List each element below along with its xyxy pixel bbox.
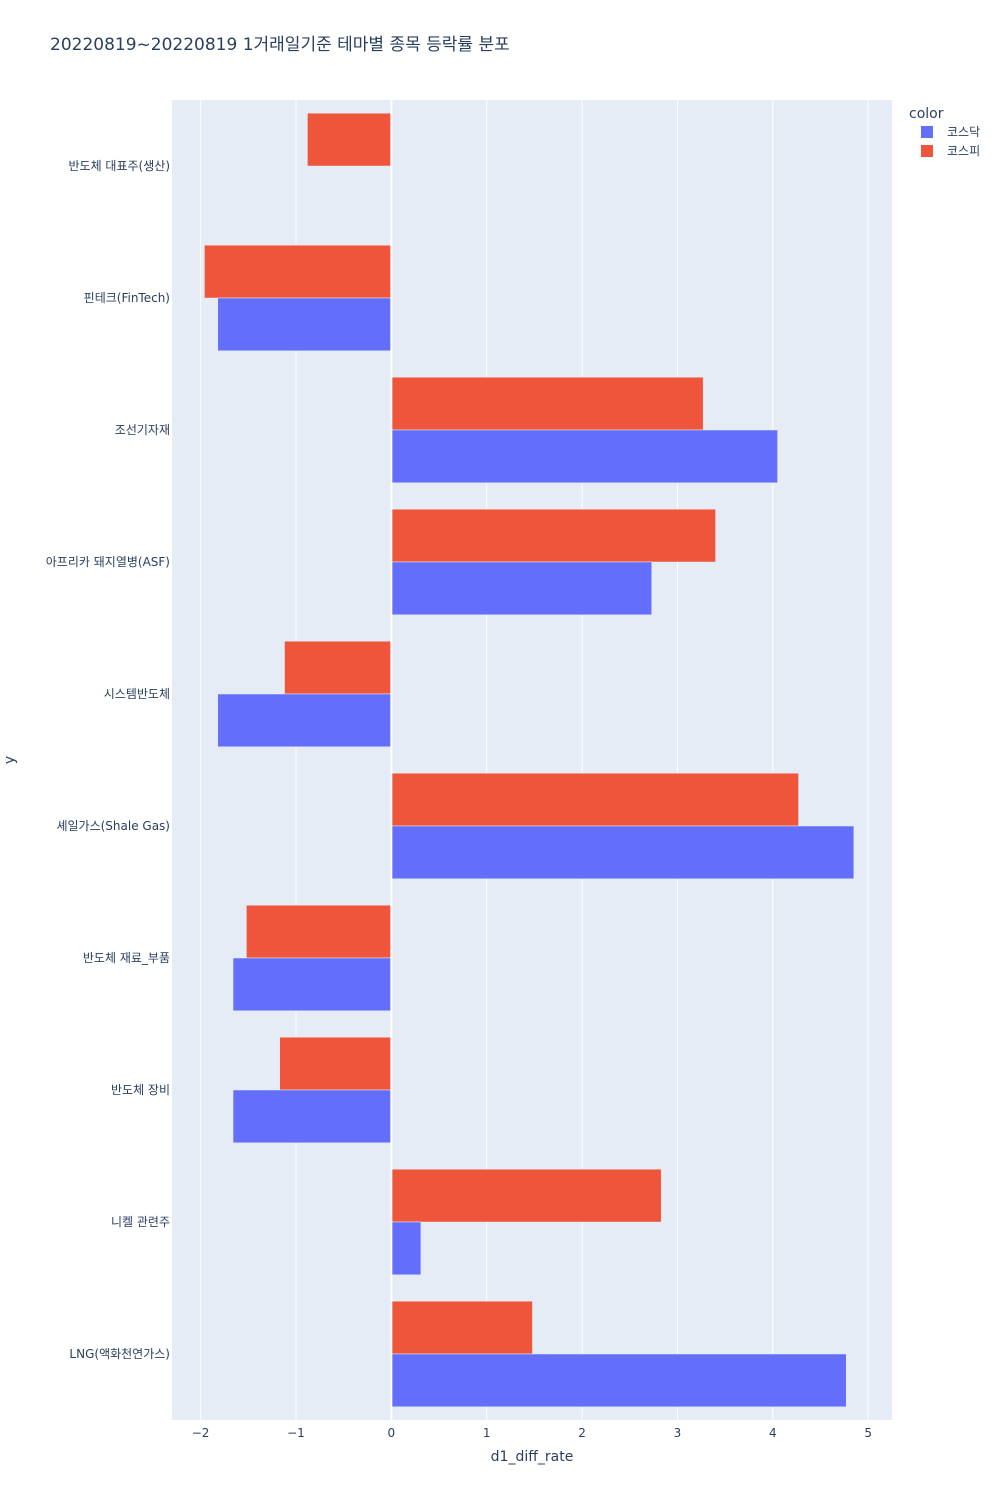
bar-kosdaq <box>232 957 392 1012</box>
legend-label[interactable]: 코스피 <box>947 144 980 158</box>
bar-kospi <box>391 508 716 563</box>
bar-kosdaq <box>232 1089 392 1144</box>
x-tick-label: −1 <box>287 1426 305 1440</box>
bar-kosdaq <box>217 693 392 748</box>
x-tick-label: 2 <box>578 1426 586 1440</box>
y-tick-label: 셰일가스(Shale Gas) <box>56 819 170 833</box>
bar-kospi <box>391 772 799 827</box>
bar-kosdaq <box>391 561 652 616</box>
y-tick-label: 조선기자재 <box>115 423 170 437</box>
bar-kosdaq <box>391 429 778 484</box>
x-tick-label: 5 <box>864 1426 872 1440</box>
bar-kosdaq <box>391 1221 422 1276</box>
x-tick-label: −2 <box>192 1426 210 1440</box>
legend-label[interactable]: 코스닥 <box>947 125 980 139</box>
bar-kospi <box>246 904 392 959</box>
bar-kospi <box>391 1300 533 1355</box>
x-tick-label: 1 <box>483 1426 491 1440</box>
y-tick-label: 시스템반도체 <box>104 687 170 701</box>
y-tick-label: 핀테크(FinTech) <box>84 291 170 305</box>
bar-kosdaq <box>217 297 392 352</box>
y-tick-label: LNG(액화천연가스) <box>69 1346 170 1361</box>
x-axis-title: d1_diff_rate <box>491 1449 574 1465</box>
bar-kospi <box>204 244 392 299</box>
chart-title: 20220819~20220819 1거래일기준 테마별 종목 등락률 분포 <box>50 35 510 55</box>
bar-kospi <box>284 640 392 695</box>
bar-kospi <box>391 376 704 431</box>
x-tick-label: 4 <box>769 1426 777 1440</box>
bar-kospi <box>307 112 392 167</box>
bar-kosdaq <box>391 825 855 880</box>
y-tick-label: 반도체 대표주(생산) <box>69 159 171 173</box>
bars <box>204 112 855 1408</box>
x-tick-label: 3 <box>674 1426 682 1440</box>
legend-title: color <box>909 106 944 122</box>
bar-kospi <box>279 1036 392 1091</box>
y-axis-title: y <box>2 756 18 764</box>
legend-swatch[interactable] <box>921 126 933 138</box>
x-axis-ticks: −2 −1 0 1 2 3 4 5 <box>192 1426 872 1440</box>
bar-kospi <box>391 1168 662 1223</box>
legend-swatch[interactable] <box>921 145 933 157</box>
y-tick-label: 아프리카 돼지열병(ASF) <box>46 555 170 569</box>
y-tick-label: 니켈 관련주 <box>111 1215 170 1229</box>
bar-kosdaq <box>391 1353 847 1408</box>
y-tick-label: 반도체 장비 <box>111 1083 170 1097</box>
x-tick-label: 0 <box>388 1426 396 1440</box>
y-tick-label: 반도체 재료_부품 <box>83 951 170 965</box>
